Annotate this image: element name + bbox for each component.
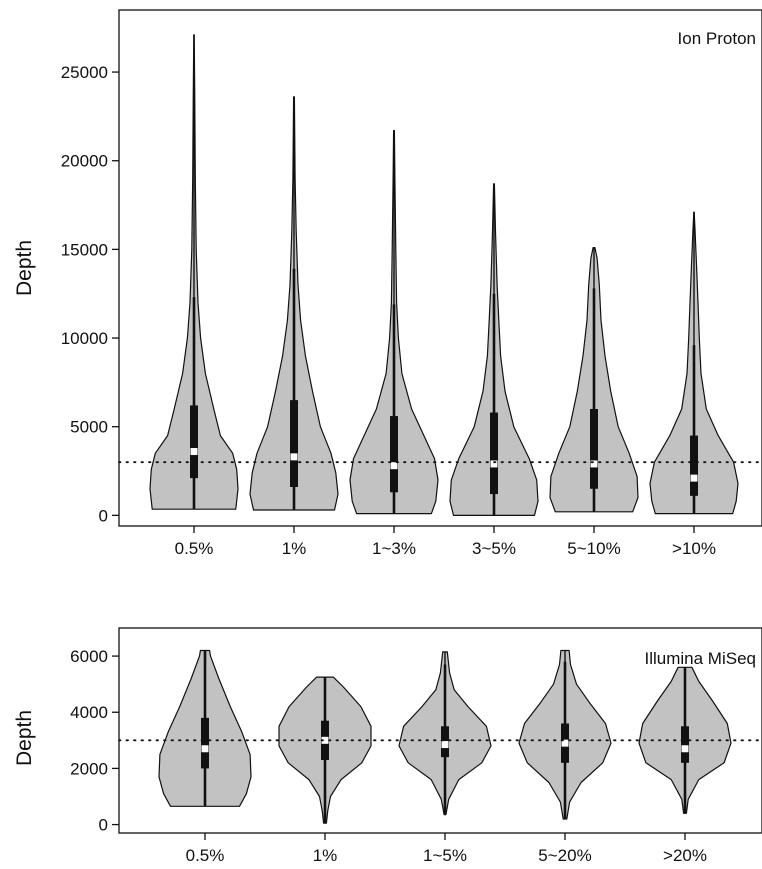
median-marker: [390, 462, 398, 470]
x-tick-label: 1~5%: [423, 846, 467, 865]
median-marker: [690, 474, 698, 482]
panel-label: Illumina MiSeq: [645, 649, 757, 668]
iqr-box: [490, 412, 498, 495]
panel-label: Ion Proton: [678, 29, 756, 48]
x-tick-label: 1%: [282, 539, 307, 558]
iqr-box: [290, 400, 298, 487]
iqr-box: [390, 416, 398, 493]
median-marker: [290, 453, 298, 461]
y-tick-label: 0: [99, 816, 108, 835]
y-tick-label: 25000: [61, 63, 108, 82]
x-tick-label: 1~3%: [372, 539, 416, 558]
x-tick-label: 3~5%: [472, 539, 516, 558]
y-tick-label: 10000: [61, 329, 108, 348]
median-marker: [590, 460, 598, 468]
y-tick-label: 15000: [61, 240, 108, 259]
median-marker: [321, 736, 329, 744]
violins: [158, 649, 732, 824]
y-axis-ticks: 0 2000 4000 6000: [70, 647, 119, 835]
iqr-box: [681, 726, 689, 763]
median-marker: [681, 745, 689, 753]
x-tick-label: 1%: [313, 846, 338, 865]
iqr-box: [590, 408, 598, 489]
iqr-box: [690, 435, 698, 496]
illumina-miseq-panel: Illumina MiSeq Depth 0 2000 4000 6000 0.5% 1…: [13, 627, 762, 865]
x-tick-label: >20%: [663, 846, 707, 865]
violins: [149, 34, 739, 516]
y-tick-label: 0: [99, 506, 108, 525]
y-axis-title: Depth: [13, 710, 36, 766]
x-tick-label: >10%: [672, 539, 716, 558]
median-marker: [190, 448, 198, 456]
median-marker: [490, 460, 498, 468]
y-axis-title: Depth: [13, 240, 36, 296]
x-tick-label: 5~20%: [538, 846, 591, 865]
y-tick-label: 6000: [70, 647, 108, 666]
y-tick-label: 4000: [70, 703, 108, 722]
x-tick-label: 0.5%: [186, 846, 225, 865]
panel-frame: [118, 627, 762, 834]
panel-frame: [118, 9, 762, 527]
x-axis-ticks: 0.5% 1% 1~5% 5~20% >20%: [186, 833, 707, 865]
x-tick-label: 5~10%: [567, 539, 620, 558]
median-marker: [201, 745, 209, 753]
iqr-box: [190, 405, 198, 479]
y-tick-label: 5000: [70, 418, 108, 437]
x-tick-label: 0.5%: [175, 539, 214, 558]
iqr-box: [201, 717, 209, 769]
y-axis-ticks: 0 5000 10000 15000 20000 25000: [61, 63, 119, 525]
y-tick-label: 20000: [61, 152, 108, 171]
y-tick-label: 2000: [70, 759, 108, 778]
x-axis-ticks: 0.5% 1% 1~3% 3~5% 5~10% >10%: [175, 526, 716, 558]
median-marker: [561, 739, 569, 747]
ion-proton-panel: Ion Proton Depth 0 5000 10000 15000 20000 250…: [13, 9, 762, 558]
median-marker: [441, 741, 449, 749]
